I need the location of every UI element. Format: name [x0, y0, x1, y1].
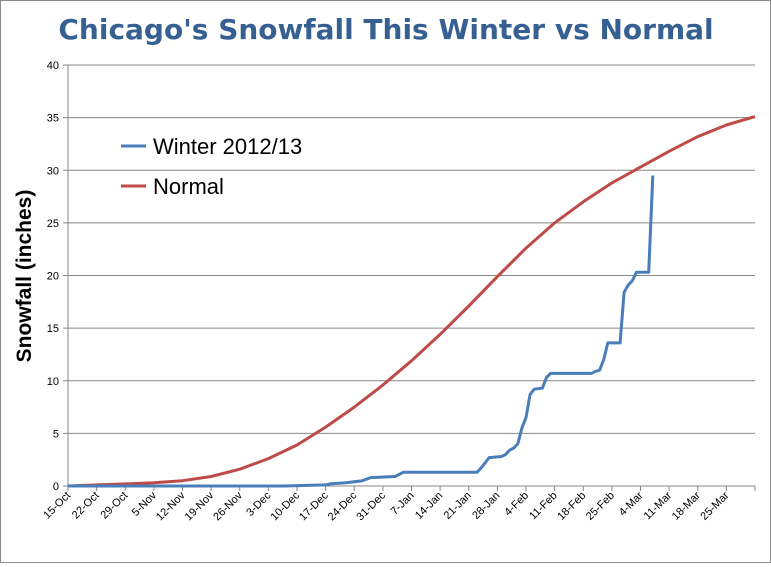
x-tick-label: 29-Oct	[99, 490, 131, 522]
y-tick-label: 10	[47, 376, 59, 388]
y-axis-label: Snowfall (inches)	[13, 190, 36, 363]
x-tick-label: 18-Feb	[555, 490, 588, 523]
x-tick-label: 19-Nov	[183, 489, 217, 523]
x-tick-label: 11-Feb	[527, 490, 560, 523]
x-tick-label: 17-Dec	[297, 489, 331, 523]
y-tick-label: 25	[47, 218, 59, 230]
x-tick-label: 12-Nov	[154, 489, 188, 523]
y-tick-label: 5	[53, 428, 59, 440]
gridlines	[67, 64, 755, 487]
x-tick-label: 26-Nov	[211, 489, 245, 523]
x-tick-label: 15-Oct	[41, 490, 73, 522]
y-tick-label: 40	[47, 60, 59, 72]
x-tick-label: 10-Dec	[269, 489, 303, 523]
x-tick-label: 24-Dec	[326, 489, 360, 523]
x-tick-label: 21-Jan	[442, 490, 474, 522]
y-tick-label: 30	[47, 165, 59, 177]
x-tick-label: 18-Mar	[670, 489, 703, 522]
x-tick-label: 31-Dec	[354, 489, 388, 523]
x-tick-label: 28-Jan	[470, 490, 502, 522]
x-tick-label: 25-Mar	[698, 489, 731, 522]
x-tick-label: 25-Feb	[584, 490, 617, 523]
series-line-winter-2012-13	[68, 175, 655, 488]
x-tick-label: 11-Mar	[642, 489, 675, 522]
x-tick-label: 14-Jan	[413, 490, 445, 522]
y-tick-label: 35	[47, 113, 59, 125]
legend-label: Winter 2012/13	[153, 134, 302, 159]
legend-label: Normal	[153, 174, 224, 199]
chart-title: Chicago's Snowfall This Winter vs Normal	[58, 13, 713, 46]
x-tick-label: 22-Oct	[70, 490, 102, 522]
y-tick-label: 20	[47, 271, 59, 283]
series-lines	[67, 115, 756, 488]
y-tick-label: 15	[47, 323, 59, 335]
legend: Winter 2012/13 Normal	[121, 134, 302, 199]
y-axis-ticks: 0 5 10 15 20 25 30 35 40	[47, 60, 68, 493]
series-line-normal	[67, 115, 756, 488]
y-tick-label: 0	[53, 481, 59, 493]
